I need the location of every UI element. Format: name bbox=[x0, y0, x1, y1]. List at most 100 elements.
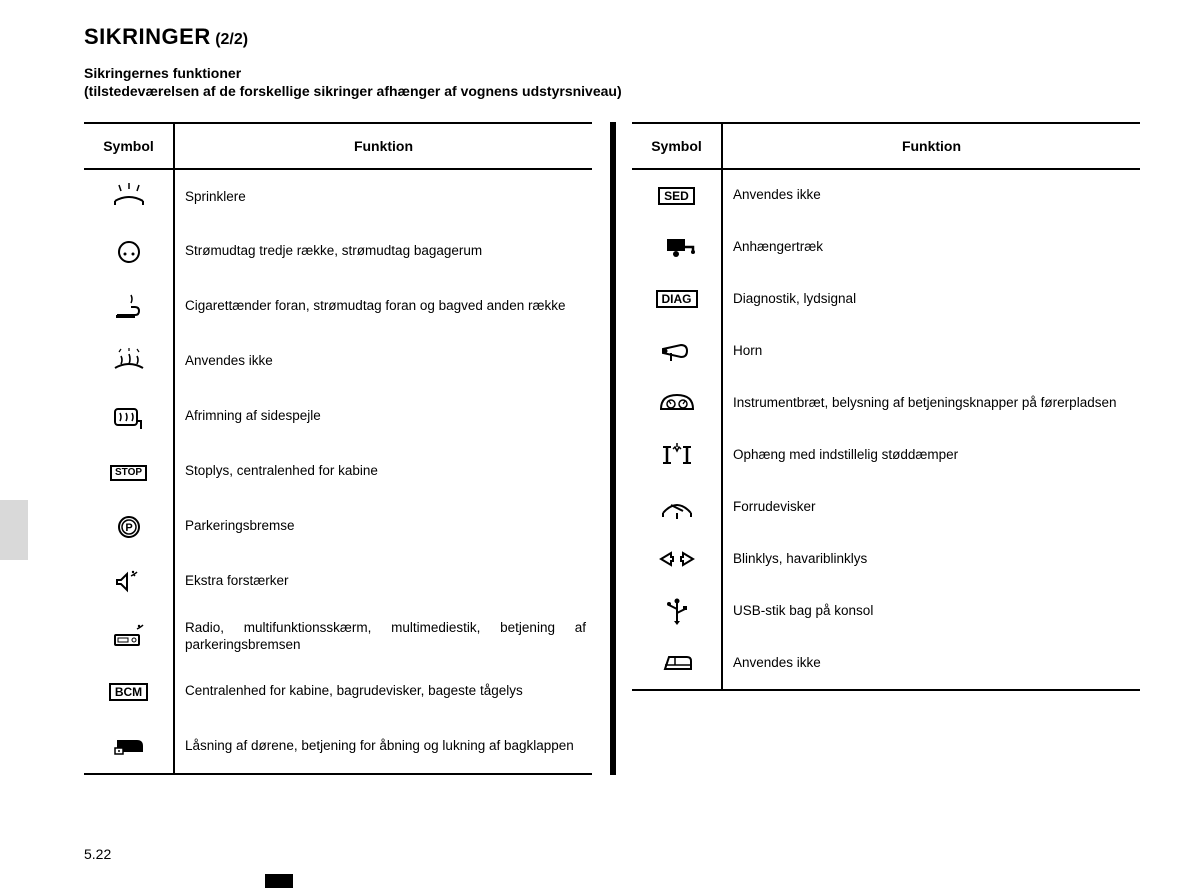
function-cell: USB-stik bag på konsol bbox=[722, 585, 1140, 637]
symbol-cell bbox=[632, 325, 722, 377]
table-row: SED Anvendes ikke bbox=[632, 169, 1140, 221]
intro-line-2: (tilstedeværelsen af de forskellige sikr… bbox=[84, 82, 1140, 100]
symbol-cell bbox=[84, 554, 174, 609]
table-row: Radio, multifunktionsskærm, multimediest… bbox=[84, 609, 592, 664]
function-cell: Anvendes ikke bbox=[174, 334, 592, 389]
bottom-crop-mark bbox=[265, 874, 293, 888]
table-row: Parkeringsbremse bbox=[84, 499, 592, 554]
function-cell: Parkeringsbremse bbox=[174, 499, 592, 554]
symbol-cell bbox=[84, 719, 174, 774]
table-row: Strømudtag tredje række, strømudtag baga… bbox=[84, 224, 592, 279]
function-cell: Anvendes ikke bbox=[722, 637, 1140, 690]
table-row: DIAG Diagnostik, lydsignal bbox=[632, 273, 1140, 325]
horn-icon bbox=[657, 335, 697, 367]
symbol-cell bbox=[84, 169, 174, 224]
function-cell: Cigarettænder foran, strømudtag foran og… bbox=[174, 279, 592, 334]
symbol-cell: SED bbox=[632, 169, 722, 221]
table-row: Horn bbox=[632, 325, 1140, 377]
symbol-cell bbox=[632, 585, 722, 637]
function-cell: Stoplys, centralenhed for kabine bbox=[174, 444, 592, 499]
function-cell: Anvendes ikke bbox=[722, 169, 1140, 221]
symbol-cell bbox=[632, 221, 722, 273]
defrost-icon bbox=[109, 346, 149, 378]
symbol-cell bbox=[84, 609, 174, 664]
table-row: Låsning af dørene, betjening for åbning … bbox=[84, 719, 592, 774]
function-cell: Radio, multifunktionsskærm, multimediest… bbox=[174, 609, 592, 664]
table-row: USB-stik bag på konsol bbox=[632, 585, 1140, 637]
function-cell: Låsning af dørene, betjening for åbning … bbox=[174, 719, 592, 774]
trailer-icon bbox=[657, 231, 697, 263]
table-row: Ekstra forstærker bbox=[84, 554, 592, 609]
table-row: Forrudevisker bbox=[632, 481, 1140, 533]
header-symbol: Symbol bbox=[84, 123, 174, 169]
table-columns: Symbol Funktion SprinklereStrømudtag tre… bbox=[84, 122, 1140, 775]
page-content: SIKRINGER (2/2) Sikringernes funktioner … bbox=[0, 0, 1200, 775]
page-title: SIKRINGER (2/2) bbox=[84, 24, 1140, 50]
lighter-icon bbox=[109, 291, 149, 323]
function-cell: Horn bbox=[722, 325, 1140, 377]
symbol-cell bbox=[84, 389, 174, 444]
header-function: Funktion bbox=[174, 123, 592, 169]
header-function: Funktion bbox=[722, 123, 1140, 169]
function-cell: Sprinklere bbox=[174, 169, 592, 224]
symbol-cell bbox=[632, 429, 722, 481]
radio-icon bbox=[109, 621, 149, 653]
symbol-cell bbox=[632, 637, 722, 690]
door-lock-icon bbox=[109, 730, 149, 762]
function-cell: Afrimning af sidespejle bbox=[174, 389, 592, 444]
function-cell: Forrudevisker bbox=[722, 481, 1140, 533]
symbol-cell bbox=[632, 533, 722, 585]
function-cell: Diagnostik, lydsignal bbox=[722, 273, 1140, 325]
table-row: Ophæng med indstillelig støddæmper bbox=[632, 429, 1140, 481]
usb-icon bbox=[657, 595, 697, 627]
intro-line-1: Sikringernes funktioner bbox=[84, 64, 1140, 82]
symbol-cell bbox=[84, 334, 174, 389]
header-symbol: Symbol bbox=[632, 123, 722, 169]
fuse-table-left: Symbol Funktion SprinklereStrømudtag tre… bbox=[84, 122, 592, 775]
function-cell: Centralenhed for kabine, bagrudevisker, … bbox=[174, 664, 592, 719]
page-number: 5.22 bbox=[84, 846, 111, 862]
stop-label-icon: STOP bbox=[110, 465, 147, 481]
symbol-cell bbox=[84, 279, 174, 334]
parking-icon bbox=[109, 511, 149, 543]
function-cell: Ekstra forstærker bbox=[174, 554, 592, 609]
table-row: BCMCentralenhed for kabine, bagrudeviske… bbox=[84, 664, 592, 719]
table-row: Sprinklere bbox=[84, 169, 592, 224]
table-row: Anhængertræk bbox=[632, 221, 1140, 273]
diag-label-icon: DIAG bbox=[656, 290, 698, 308]
table-row: Blinklys, havariblinklys bbox=[632, 533, 1140, 585]
mirror-heat-icon bbox=[109, 401, 149, 433]
symbol-cell bbox=[84, 224, 174, 279]
symbol-cell bbox=[632, 377, 722, 429]
function-cell: Ophæng med indstillelig støddæmper bbox=[722, 429, 1140, 481]
window-icon bbox=[657, 647, 697, 679]
symbol-cell bbox=[84, 499, 174, 554]
dashboard-icon bbox=[657, 387, 697, 419]
symbol-cell: STOP bbox=[84, 444, 174, 499]
title-sub: (2/2) bbox=[215, 31, 248, 48]
title-main: SIKRINGER bbox=[84, 24, 211, 49]
right-column: Symbol Funktion SEDAnvendes ikkeAnhænger… bbox=[632, 122, 1140, 775]
function-cell: Strømudtag tredje række, strømudtag baga… bbox=[174, 224, 592, 279]
table-row: Cigarettænder foran, strømudtag foran og… bbox=[84, 279, 592, 334]
table-row: STOP Stoplys, centralenhed for kabine bbox=[84, 444, 592, 499]
speaker-icon bbox=[109, 566, 149, 598]
turn-icon bbox=[657, 543, 697, 575]
suspension-icon bbox=[657, 439, 697, 471]
wiper-icon bbox=[657, 491, 697, 523]
symbol-cell: DIAG bbox=[632, 273, 722, 325]
sed-label-icon: SED bbox=[658, 187, 695, 205]
column-divider bbox=[610, 122, 616, 775]
symbol-cell: BCM bbox=[84, 664, 174, 719]
table-row: Afrimning af sidespejle bbox=[84, 389, 592, 444]
table-row: Anvendes ikke bbox=[84, 334, 592, 389]
table-row: Instrumentbræt, belysning af betjeningsk… bbox=[632, 377, 1140, 429]
fuse-table-right: Symbol Funktion SEDAnvendes ikkeAnhænger… bbox=[632, 122, 1140, 691]
washer-icon bbox=[109, 181, 149, 213]
function-cell: Anhængertræk bbox=[722, 221, 1140, 273]
intro-text: Sikringernes funktioner (tilstedeværelse… bbox=[84, 64, 1140, 100]
function-cell: Instrumentbræt, belysning af betjeningsk… bbox=[722, 377, 1140, 429]
function-cell: Blinklys, havariblinklys bbox=[722, 533, 1140, 585]
socket-icon bbox=[109, 236, 149, 268]
left-column: Symbol Funktion SprinklereStrømudtag tre… bbox=[84, 122, 592, 775]
